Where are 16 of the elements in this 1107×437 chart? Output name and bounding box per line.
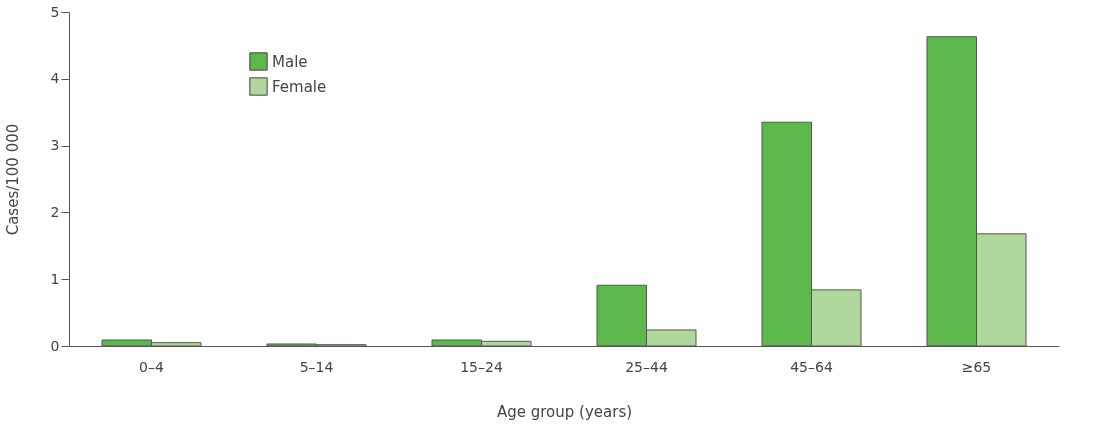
- x-axis-title: Age group (years): [496, 402, 633, 421]
- y-tick-label: 3: [50, 137, 60, 154]
- x-tick-label: 0–4: [139, 358, 164, 375]
- legend-label: Female: [272, 77, 327, 96]
- y-tick-label: 4: [50, 70, 60, 87]
- x-tick-label: 5–14: [299, 358, 334, 375]
- x-tick-label: 25–44: [625, 358, 668, 375]
- y-tick-label: 1: [50, 270, 60, 287]
- y-tick-label: 2: [50, 203, 60, 220]
- x-tick-label: 15–24: [460, 358, 503, 375]
- y-axis-title: Cases/100 000: [3, 123, 22, 236]
- x-tick-label: 45–64: [790, 358, 833, 375]
- legend-label: Male: [272, 52, 308, 71]
- y-tick-label: 0: [50, 337, 60, 354]
- x-tick-label: ≥65: [961, 358, 992, 375]
- y-tick-label: 5: [50, 3, 60, 20]
